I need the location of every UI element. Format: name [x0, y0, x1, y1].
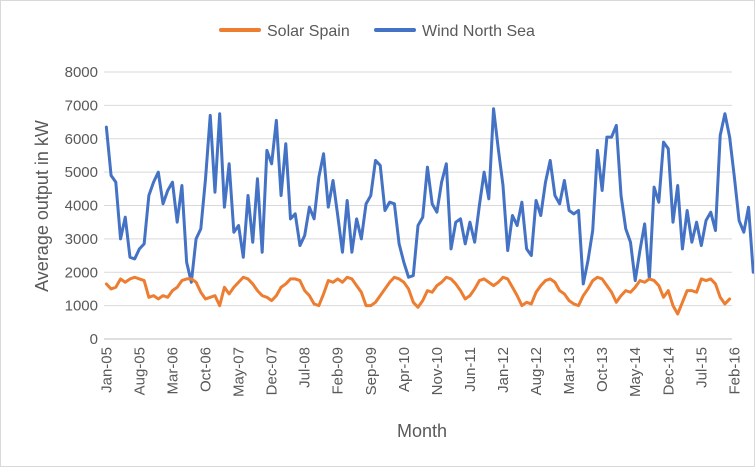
x-tick-label: Apr-10	[396, 347, 413, 392]
series-wind-north-sea	[106, 109, 754, 284]
legend-item-solar-spain: Solar Spain	[221, 23, 350, 40]
y-tick-label: 1000	[65, 298, 98, 315]
y-tick-label: 5000	[65, 164, 98, 181]
legend-label-wind-north-sea: Wind North Sea	[422, 23, 535, 40]
x-tick-label: Feb-09	[330, 347, 347, 395]
x-tick-label: Aug-05	[131, 347, 148, 395]
x-axis-title: Month	[397, 421, 447, 441]
x-tick-label: May-07	[231, 347, 248, 397]
x-tick-label: Jun-11	[462, 347, 479, 392]
y-tick-label: 3000	[65, 231, 98, 248]
x-tick-label: Nov-10	[429, 347, 446, 395]
series-solar-spain	[106, 277, 729, 314]
x-tick-label: Mar-13	[561, 347, 578, 395]
x-tick-label: Oct-13	[594, 347, 611, 392]
y-tick-label: 4000	[65, 198, 98, 215]
y-tick-label: 8000	[65, 64, 98, 81]
x-tick-label: Dec-07	[264, 347, 281, 395]
y-tick-label: 2000	[65, 264, 98, 281]
y-tick-label: 6000	[65, 131, 98, 148]
x-tick-label: May-14	[627, 347, 644, 397]
x-tick-label: Oct-06	[198, 347, 215, 392]
x-tick-label: Feb-16	[726, 347, 743, 395]
legend-label-solar-spain: Solar Spain	[267, 23, 350, 40]
x-tick-label: Jan-05	[98, 347, 115, 393]
x-tick-label: Jan-12	[495, 347, 512, 393]
series-layer	[106, 109, 754, 314]
x-tick-label: Jul-08	[297, 347, 314, 388]
x-axis-ticks: Jan-05 Aug-05 Mar-06 Oct-06 May-07 Dec-07 Jul-…	[98, 347, 754, 397]
y-axis-title: Average output in kW	[32, 120, 52, 292]
x-tick-label: Mar-06	[164, 347, 181, 395]
y-axis-ticks: 0 1000 2000 3000 4000 5000 6000 7000 8000	[65, 64, 98, 348]
x-tick-label: Sep-09	[363, 347, 380, 395]
x-tick-label: Jul-15	[693, 347, 710, 388]
series-line-solar-spain	[106, 277, 729, 314]
legend-item-wind-north-sea: Wind North Sea	[376, 23, 535, 40]
y-tick-label: 0	[90, 331, 98, 348]
y-tick-label: 7000	[65, 97, 98, 114]
series-line-wind-north-sea	[106, 109, 754, 284]
x-tick-label: Dec-14	[660, 347, 677, 395]
x-tick-label: Aug-12	[528, 347, 545, 395]
legend: Solar Spain Wind North Sea	[221, 23, 535, 40]
